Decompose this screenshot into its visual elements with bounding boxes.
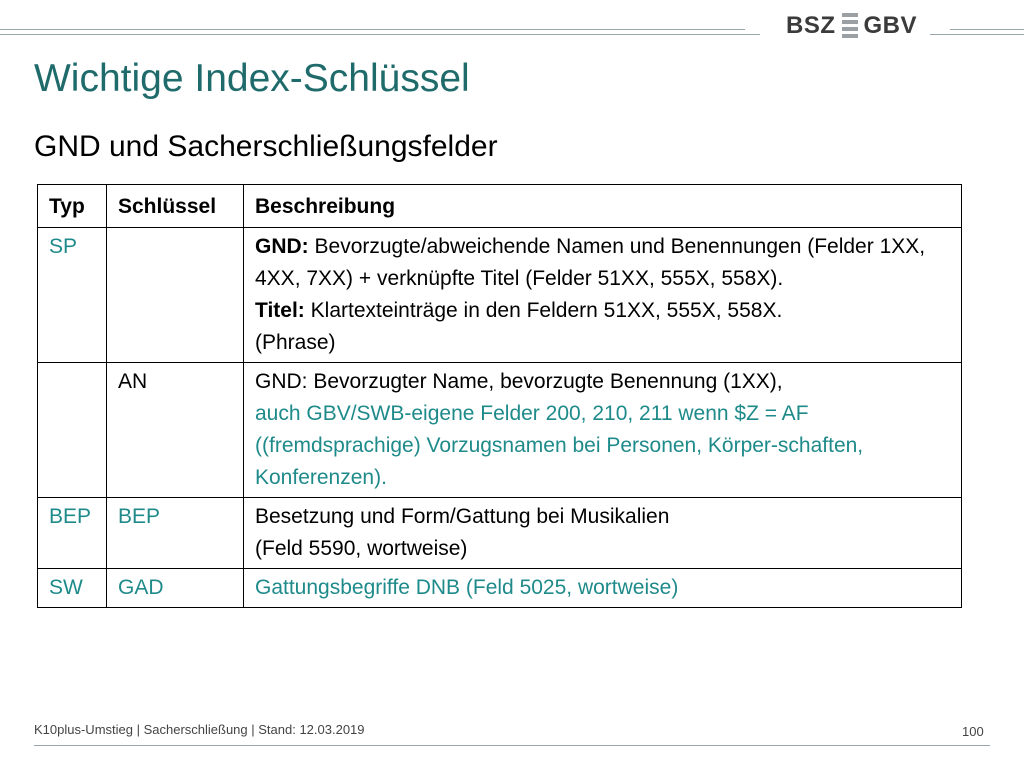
desc-gnd-label: GND: (255, 235, 309, 258)
table-header-row: Typ Schlüssel Beschreibung (37, 184, 962, 228)
desc-teal: auch GBV/SWB-eigene Felder 200, 210, 211… (255, 402, 864, 489)
desc-line1: Besetzung und Form/Gattung bei Musikalie… (255, 505, 670, 528)
desc-titel-text: Klartexteinträge in den Feldern 51XX, 55… (310, 299, 783, 322)
desc-gnd-text: Bevorzugte/abweichende Namen und Benennu… (255, 235, 926, 290)
cell-typ: SP (37, 227, 107, 363)
header-typ: Typ (37, 184, 107, 228)
cell-key (106, 227, 244, 363)
header-beschreibung: Beschreibung (243, 184, 962, 228)
logo-mark-icon (841, 13, 858, 39)
page-number: 100 (962, 724, 984, 739)
page-title: Wichtige Index-Schlüssel (34, 57, 470, 100)
page-subtitle: GND und Sacherschließungsfelder (34, 130, 498, 163)
table-row: SP GND: Bevorzugte/abweichende Namen und… (37, 227, 962, 363)
desc-line2: (Feld 5590, wortweise) (255, 537, 468, 560)
logo-bsz: BSZ (786, 12, 836, 39)
cell-typ: BEP (37, 497, 107, 569)
desc-phrase: (Phrase) (255, 331, 336, 354)
desc-line1: GND: Bevorzugter Name, bevorzugte Benenn… (255, 370, 783, 393)
header-rule-left (0, 22, 760, 36)
cell-desc: Gattungsbegriffe DNB (Feld 5025, wortwei… (243, 568, 962, 608)
footer-rule (34, 745, 990, 746)
table-row: AN GND: Bevorzugter Name, bevorzugte Ben… (37, 362, 962, 498)
bsz-gbv-logo: BSZ GBV (786, 11, 917, 41)
logo-gbv: GBV (863, 12, 918, 39)
cell-desc: GND: Bevorzugte/abweichende Namen und Be… (243, 227, 962, 363)
cell-key: BEP (106, 497, 244, 569)
cell-typ: SW (37, 568, 107, 608)
index-key-table: Typ Schlüssel Beschreibung SP GND: Bevor… (37, 184, 962, 608)
header-schluessel: Schlüssel (106, 184, 244, 228)
footer-text: K10plus-Umstieg | Sacherschließung | Sta… (34, 722, 365, 737)
table-row: BEP BEP Besetzung und Form/Gattung bei M… (37, 497, 962, 569)
desc-titel-label: Titel: (255, 299, 305, 322)
cell-key: GAD (106, 568, 244, 608)
cell-desc: Besetzung und Form/Gattung bei Musikalie… (243, 497, 962, 569)
table-row: SW GAD Gattungsbegriffe DNB (Feld 5025, … (37, 568, 962, 608)
cell-typ (37, 362, 107, 498)
cell-key: AN (106, 362, 244, 498)
header-rule-right (930, 22, 1024, 36)
cell-desc: GND: Bevorzugter Name, bevorzugte Benenn… (243, 362, 962, 498)
